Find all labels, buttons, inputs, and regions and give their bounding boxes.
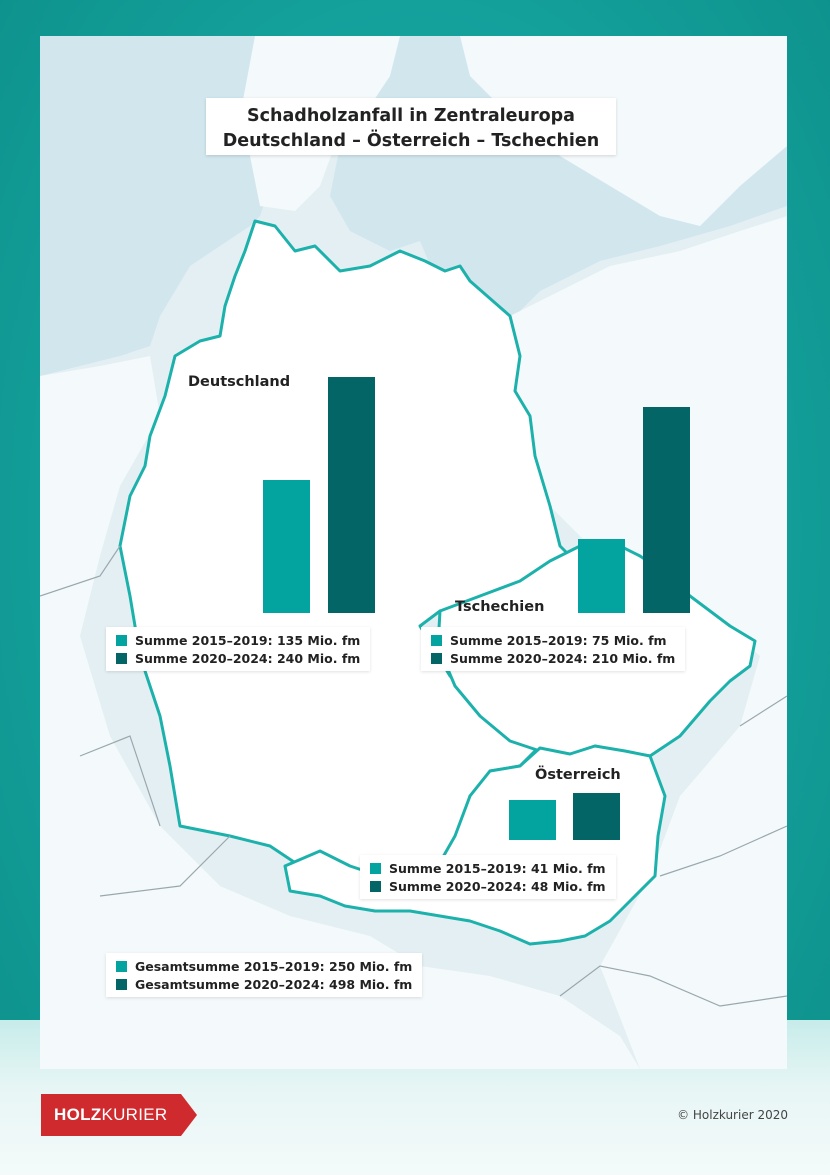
- legend-item: Summe 2015–2019: 41 Mio. fm: [370, 859, 606, 877]
- bar-de-2015-2019: [263, 480, 310, 613]
- logo-text: HOLZKURIER: [54, 1105, 168, 1125]
- legend-item: Summe 2020–2024: 210 Mio. fm: [431, 649, 675, 667]
- legend-deutschland: Summe 2015–2019: 135 Mio. fm Summe 2020–…: [106, 627, 371, 671]
- legend-swatch: [431, 652, 442, 664]
- legend-swatch: [431, 634, 442, 646]
- label-tschechien: Tschechien: [455, 599, 545, 615]
- label-deutschland: Deutschland: [188, 374, 291, 390]
- land-west: [40, 356, 640, 1069]
- legend-text: Summe 2015–2019: 135 Mio. fm: [135, 632, 361, 648]
- bar-cz-2015-2019: [578, 539, 625, 613]
- legend-item: Summe 2015–2019: 75 Mio. fm: [431, 631, 675, 649]
- legend-gesamt: Gesamtsumme 2015–2019: 250 Mio. fm Gesam…: [106, 953, 423, 997]
- legend-oesterreich: Summe 2015–2019: 41 Mio. fm Summe 2020–2…: [360, 855, 616, 899]
- bar-cz-2020-2024: [643, 406, 690, 613]
- legend-text: Summe 2015–2019: 41 Mio. fm: [389, 860, 606, 876]
- bar-de-2020-2024: [328, 377, 375, 613]
- border-line: [99, 835, 231, 897]
- legend-text: Summe 2020–2024: 48 Mio. fm: [389, 878, 606, 894]
- legend-item: Gesamtsumme 2015–2019: 250 Mio. fm: [116, 957, 412, 975]
- border-line: [40, 545, 121, 597]
- legend-item: Summe 2020–2024: 48 Mio. fm: [370, 877, 606, 895]
- legend-swatch: [116, 652, 127, 664]
- border-line: [559, 965, 787, 1007]
- logo-kurier: KURIER: [101, 1105, 168, 1124]
- legend-text: Summe 2020–2024: 240 Mio. fm: [135, 650, 361, 666]
- legend-swatch: [116, 978, 127, 990]
- legend-text: Summe 2015–2019: 75 Mio. fm: [450, 632, 667, 648]
- legend-swatch: [116, 634, 127, 646]
- logo-shape: [41, 1094, 197, 1136]
- legend-swatch: [370, 880, 381, 892]
- chart-title-line2: Deutschland – Österreich – Tschechien: [222, 131, 600, 151]
- legend-item: Summe 2020–2024: 240 Mio. fm: [116, 649, 360, 667]
- border-line: [659, 825, 787, 877]
- legend-swatch: [370, 862, 381, 874]
- chart-title-line1: Schadholzanfall in Zentraleuropa: [247, 106, 575, 126]
- land-east: [510, 216, 787, 1069]
- logo-holz: HOLZ: [54, 1105, 102, 1124]
- bar-at-2020-2024: [573, 792, 620, 840]
- map: Schadholzanfall in Zentraleuropa Deutsch…: [40, 36, 787, 1069]
- bar-at-2015-2019: [509, 799, 556, 840]
- label-oesterreich: Österreich: [535, 767, 621, 783]
- legend-tschechien: Summe 2015–2019: 75 Mio. fm Summe 2020–2…: [421, 627, 686, 671]
- land-sweden: [460, 36, 787, 226]
- legend-text: Gesamtsumme 2015–2019: 250 Mio. fm: [135, 958, 413, 974]
- legend-item: Gesamtsumme 2020–2024: 498 Mio. fm: [116, 975, 412, 993]
- copyright: © Holzkurier 2020: [677, 1108, 788, 1122]
- chart-title-box: Schadholzanfall in Zentraleuropa Deutsch…: [206, 98, 616, 155]
- legend-text: Gesamtsumme 2020–2024: 498 Mio. fm: [135, 976, 413, 992]
- legend-text: Summe 2020–2024: 210 Mio. fm: [450, 650, 676, 666]
- legend-item: Summe 2015–2019: 135 Mio. fm: [116, 631, 360, 649]
- legend-swatch: [116, 960, 127, 972]
- border-line: [79, 735, 161, 827]
- border-line: [739, 695, 787, 727]
- holzkurier-logo: HOLZKURIER: [41, 1094, 197, 1136]
